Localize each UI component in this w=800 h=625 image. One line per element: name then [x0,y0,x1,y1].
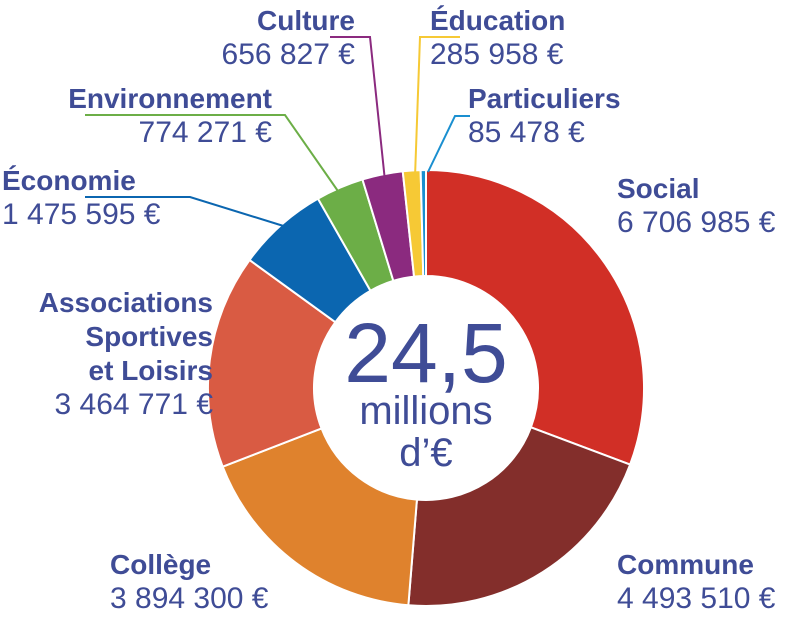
slice-label-associations-sportives-et-loisirs-line1: Associations [39,287,213,318]
slice-label-commune: Commune [617,549,754,580]
slice-value-particuliers: 85 478 € [468,116,585,149]
slice-value-economie: 1 475 595 € [2,198,161,231]
slice-label-economie: Économie [2,165,136,196]
donut-hole [314,276,538,500]
slice-label-social: Social [617,173,699,204]
slice-value-environnement: 774 271 € [139,116,273,149]
slice-value-education: 285 958 € [430,38,564,71]
slice-label-education: Éducation [430,5,565,36]
slice-label-environnement: Environnement [68,83,272,114]
leader-line-economie [85,196,291,229]
center-total-value: 24,5 [344,306,508,400]
leader-lines [85,36,470,229]
slice-value-commune: 4 493 510 € [617,582,776,615]
center-total: 24,5 millions d’€ [344,306,508,475]
center-total-unit-line1: millions [359,389,492,433]
slice-value-college: 3 894 300 € [110,582,269,615]
slice-label-particuliers: Particuliers [468,83,621,114]
slice-label-culture: Culture [257,5,355,36]
leader-line-environnement [85,114,341,195]
leader-line-particuliers [427,115,470,173]
slice-label-college: Collège [110,549,211,580]
leader-line-culture [330,36,386,182]
leader-line-education [414,36,460,178]
slice-label-associations-sportives-et-loisirs-line2: Sportives [85,321,213,352]
slice-social [425,168,645,466]
donut-slices [207,168,645,607]
slice-value-social: 6 706 985 € [617,206,776,239]
center-total-unit-line2: d’€ [399,431,452,475]
slice-value-culture: 656 827 € [222,38,356,71]
slice-value-associations-sportives-et-loisirs: 3 464 771 € [55,388,214,421]
slice-label-associations-sportives-et-loisirs-line3: et Loisirs [89,355,213,386]
